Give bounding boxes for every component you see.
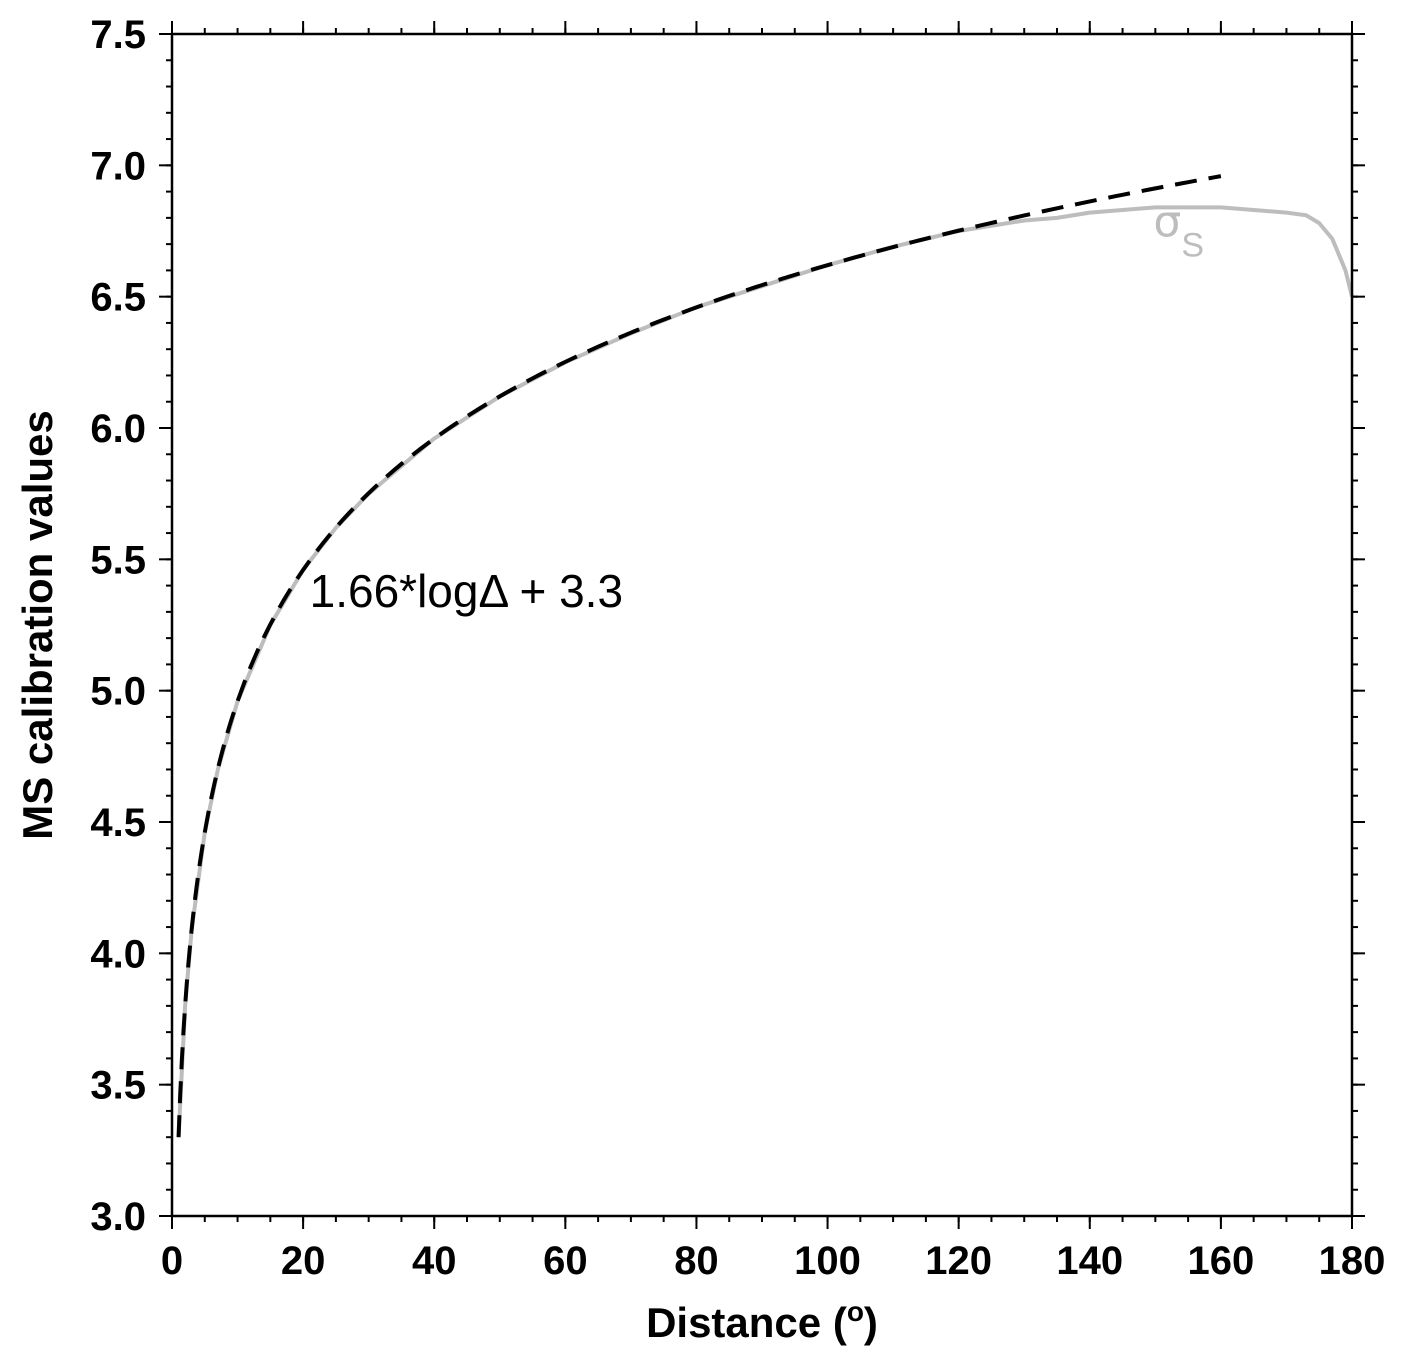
- sigma-s-label: σ S: [1153, 196, 1204, 264]
- x-tick-label: 40: [412, 1239, 457, 1283]
- sigma-subscript: S: [1181, 226, 1204, 264]
- y-tick-label: 6.5: [90, 276, 146, 320]
- x-tick-label: 140: [1056, 1239, 1123, 1283]
- x-tick-label: 60: [543, 1239, 588, 1283]
- x-tick-label: 160: [1188, 1239, 1255, 1283]
- y-tick-label: 4.0: [90, 932, 146, 976]
- y-axis-title: MS calibration values: [14, 410, 61, 839]
- y-tick-label: 7.5: [90, 13, 146, 57]
- sigma-symbol: σ: [1153, 196, 1181, 247]
- y-tick-label: 3.5: [90, 1064, 146, 1108]
- x-axis-title-degree: o: [847, 1296, 864, 1327]
- y-tick-label: 6.0: [90, 407, 146, 451]
- x-axis-title-main: Distance (: [646, 1299, 847, 1346]
- x-axis-title-close: ): [864, 1299, 878, 1346]
- y-tick-label: 3.0: [90, 1195, 146, 1239]
- x-tick-label: 180: [1319, 1239, 1386, 1283]
- x-tick-label: 120: [925, 1239, 992, 1283]
- x-axis-title: Distance (o): [646, 1296, 878, 1346]
- y-tick-label: 4.5: [90, 801, 146, 845]
- x-tick-label: 100: [794, 1239, 861, 1283]
- formula-annotation: 1.66*logΔ + 3.3: [310, 565, 623, 617]
- series-line-sigma-s: [176, 205, 1354, 1138]
- y-tick-label: 5.0: [90, 670, 146, 714]
- x-tick-label: 80: [674, 1239, 719, 1283]
- x-tick-label: 20: [281, 1239, 326, 1283]
- x-tick-label: 0: [161, 1239, 183, 1283]
- y-tick-label: 5.5: [90, 538, 146, 582]
- y-tick-label: 7.0: [90, 144, 146, 188]
- series-line-fit-dashed: [176, 174, 1222, 1138]
